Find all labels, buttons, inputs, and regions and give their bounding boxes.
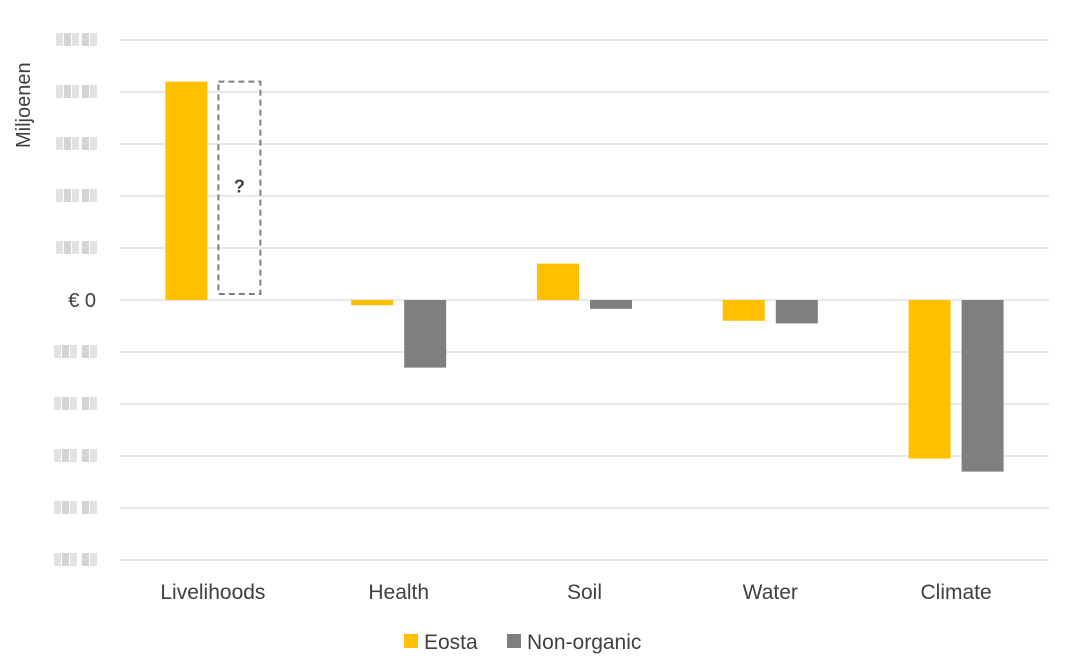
bar-non-organic-climate [961,300,1004,472]
bar-eosta-climate [908,300,951,459]
y-tick-label-obscured [54,553,97,566]
y-tick-label-obscured [56,189,97,202]
bar-eosta-health [351,300,394,306]
x-tick-label-water: Water [743,581,798,604]
y-axis-ticks: € 0 [54,33,97,566]
y-tick-label-obscured [56,241,97,254]
legend: Eosta Non-organic [404,631,641,654]
y-tick-label-obscured [54,449,97,462]
bar-eosta-livelihoods [165,81,208,300]
x-tick-label-health: Health [368,581,429,604]
unknown-value-label: ? [234,176,245,196]
bar-eosta-soil [537,263,579,300]
x-tick-label-soil: Soil [567,581,602,604]
bar-non-organic-livelihoods-unknown [217,80,262,295]
category-labels: Livelihoods Health Soil Water Climate [160,581,991,604]
y-tick-label-obscured [54,501,97,514]
x-tick-label-climate: Climate [921,581,992,604]
legend-label: Non-organic [527,631,641,654]
bars: ? [165,80,1004,472]
y-tick-label-obscured [56,85,97,98]
legend-item-eosta: Eosta [404,631,478,654]
legend-swatch [507,634,521,648]
y-tick-label-obscured [54,345,97,358]
x-tick-label-livelihoods: Livelihoods [160,581,265,604]
bar-non-organic-health [404,300,447,368]
y-tick-label-obscured [56,33,97,46]
y-tick-label-obscured [54,397,97,410]
legend-swatch [404,634,418,648]
y-tick-label-obscured [56,137,97,150]
bar-non-organic-soil [590,300,632,309]
legend-label: Eosta [424,631,478,654]
bar-non-organic-water [775,300,818,324]
bar-eosta-water [722,300,765,321]
legend-item-non-organic: Non-organic [507,631,641,654]
y-tick-label-zero: € 0 [68,290,96,312]
y-axis-label: Miljoenen [13,62,35,148]
gridlines [120,39,1049,561]
